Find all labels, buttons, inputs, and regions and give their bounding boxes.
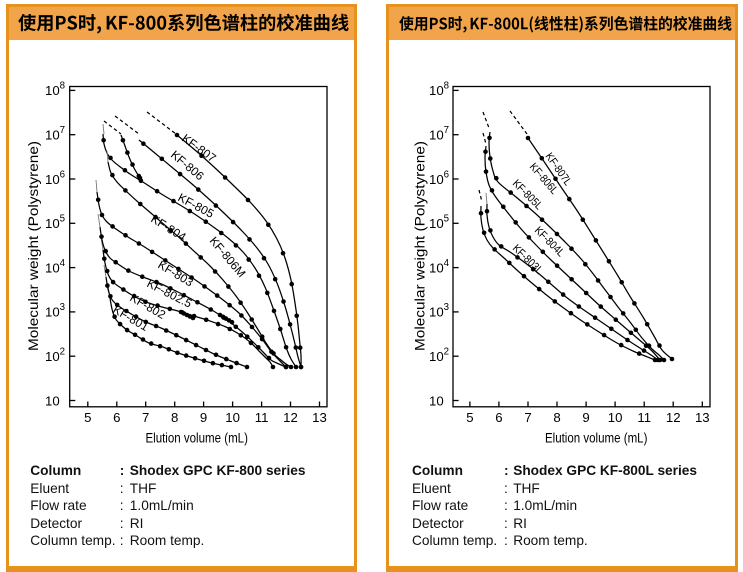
svg-text:KF-804: KF-804	[148, 212, 189, 245]
svg-text:KF-805: KF-805	[176, 190, 217, 221]
svg-text:12: 12	[283, 410, 298, 425]
svg-text:7: 7	[524, 410, 531, 425]
svg-text:10: 10	[225, 410, 240, 425]
svg-text:Molecular weight (Polystyrene): Molecular weight (Polystyrene)	[413, 141, 429, 351]
svg-text:9: 9	[200, 410, 207, 425]
svg-text:10: 10	[45, 393, 60, 408]
svg-text:11: 11	[255, 410, 269, 425]
svg-text:6: 6	[495, 410, 502, 425]
svg-text:13: 13	[695, 410, 710, 425]
svg-text:9: 9	[582, 410, 589, 425]
svg-text:108: 108	[429, 81, 449, 99]
svg-text:12: 12	[666, 410, 681, 425]
svg-text:KF-804L: KF-804L	[532, 225, 567, 260]
svg-text:6: 6	[113, 410, 120, 425]
svg-text:105: 105	[45, 214, 65, 232]
svg-text:102: 102	[45, 347, 65, 365]
svg-text:13: 13	[312, 410, 327, 425]
svg-text:8: 8	[171, 410, 178, 425]
svg-text:10: 10	[429, 393, 444, 408]
svg-text:108: 108	[45, 81, 65, 99]
svg-text:8: 8	[553, 410, 560, 425]
svg-text:104: 104	[45, 258, 66, 276]
svg-text:107: 107	[45, 125, 65, 143]
svg-text:105: 105	[429, 214, 449, 232]
svg-text:106: 106	[429, 169, 449, 187]
svg-text:102: 102	[429, 347, 449, 365]
svg-text:5: 5	[84, 410, 91, 425]
svg-text:11: 11	[637, 410, 651, 425]
svg-text:103: 103	[45, 302, 65, 320]
svg-text:Elution volume (mL): Elution volume (mL)	[545, 431, 648, 447]
svg-text:7: 7	[142, 410, 149, 425]
svg-text:107: 107	[429, 125, 449, 143]
svg-text:Molecular weight (Polystyrene): Molecular weight (Polystyrene)	[26, 141, 42, 351]
svg-text:5: 5	[466, 410, 473, 425]
svg-text:KF-806M: KF-806M	[207, 234, 249, 280]
svg-text:10: 10	[608, 410, 623, 425]
svg-text:103: 103	[429, 302, 449, 320]
svg-text:106: 106	[45, 169, 65, 187]
svg-text:Elution volume (mL): Elution volume (mL)	[145, 431, 248, 447]
svg-text:KF-803L: KF-803L	[510, 243, 545, 277]
svg-text:104: 104	[429, 258, 450, 276]
